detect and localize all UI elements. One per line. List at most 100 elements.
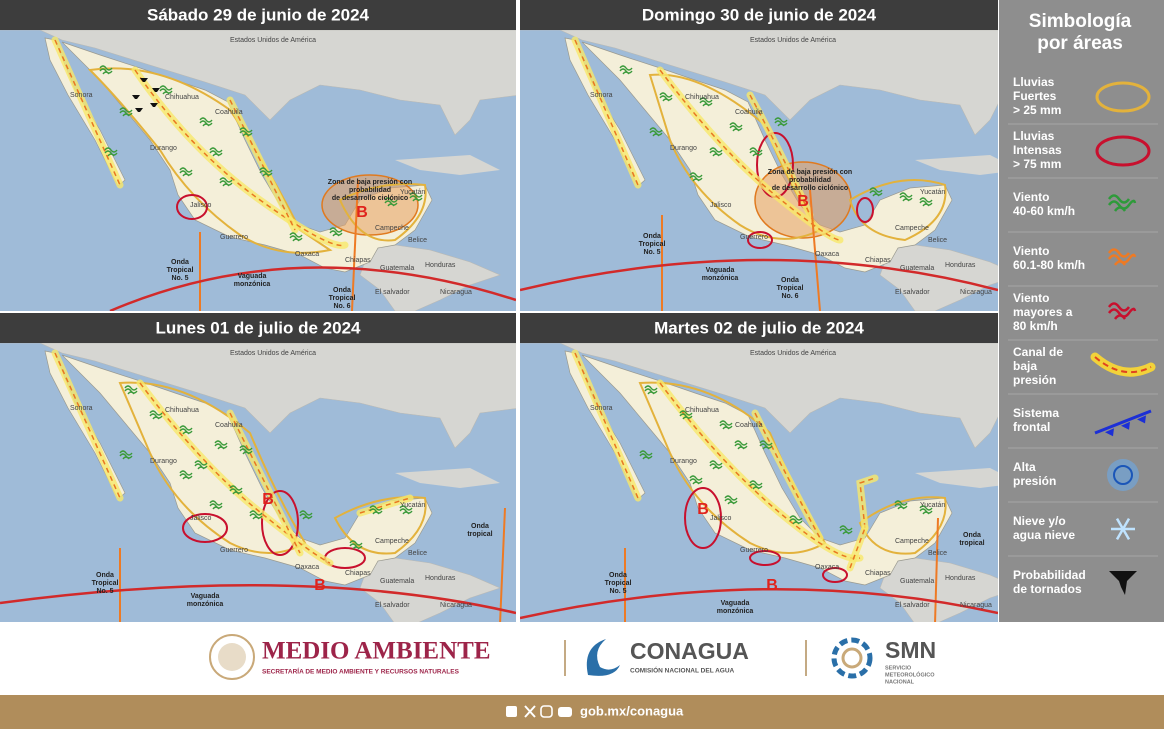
legend-icon bbox=[1094, 409, 1152, 435]
place-label: El salvador bbox=[375, 602, 410, 609]
trough-glow bbox=[51, 36, 124, 189]
place-label: Belice bbox=[408, 550, 427, 557]
intense-rain-area bbox=[747, 231, 773, 249]
legend-title: Simbología bbox=[1029, 11, 1132, 32]
panel: Estados Unidos de América Sonora Chihuahua… bbox=[520, 0, 998, 311]
place-label: Nicaragua bbox=[440, 289, 472, 296]
place-label: Guerrero bbox=[220, 547, 248, 554]
system-label: Vaguada bbox=[721, 600, 750, 607]
heavy-rain-area bbox=[848, 179, 947, 242]
system-label: Onda bbox=[609, 572, 627, 579]
instagram-icon[interactable] bbox=[540, 705, 553, 718]
panel: Estados Unidos de América Sonora Chihuahua… bbox=[0, 0, 516, 311]
legend-label: baja bbox=[1013, 359, 1037, 373]
legend-label: > 75 mm bbox=[1013, 157, 1061, 171]
youtube-icon[interactable] bbox=[558, 707, 572, 717]
place-label: Nicaragua bbox=[440, 602, 472, 609]
legend-label: Alta bbox=[1013, 460, 1036, 474]
place-label: Chihuahua bbox=[685, 407, 719, 414]
place-label: Estados Unidos de América bbox=[230, 37, 316, 44]
facebook-icon[interactable] bbox=[506, 706, 517, 717]
panels: Estados Unidos de América Sonora Chihuahua… bbox=[0, 0, 998, 624]
place-label: Belice bbox=[408, 237, 427, 244]
system-label: Onda bbox=[471, 523, 489, 530]
system-label: Tropical bbox=[777, 285, 804, 292]
trough bbox=[659, 69, 841, 241]
legend-label: 40-60 km/h bbox=[1013, 204, 1075, 218]
system-label: No. 5 bbox=[171, 275, 188, 282]
low-pressure-center: B bbox=[356, 204, 368, 221]
place-label: Guatemala bbox=[380, 578, 414, 585]
url[interactable]: gob.mx/conagua bbox=[580, 703, 684, 718]
semarnat-logo bbox=[209, 634, 255, 680]
place-label: Chihuahua bbox=[165, 407, 199, 414]
footer: MEDIO AMBIENTE SECRETARÍA DE MEDIO AMBIE… bbox=[0, 622, 1164, 729]
legend-icon bbox=[1107, 459, 1139, 491]
legend-label: agua nieve bbox=[1013, 528, 1075, 542]
tornado-symbol bbox=[150, 103, 158, 107]
legend-label: Canal de bbox=[1013, 345, 1063, 359]
legend-label: Lluvias bbox=[1013, 129, 1055, 143]
place-label: Estados Unidos de América bbox=[750, 350, 836, 357]
system-label: Onda bbox=[963, 532, 981, 539]
place-label: Durango bbox=[150, 458, 177, 465]
legend-label: Intensas bbox=[1013, 143, 1062, 157]
tornado-symbol bbox=[152, 88, 160, 92]
trough-glow bbox=[356, 494, 414, 517]
place-label: Yucatán bbox=[400, 189, 425, 196]
system-label: Tropical bbox=[329, 295, 356, 302]
monsoon-trough bbox=[520, 258, 998, 292]
legend-icon bbox=[1113, 465, 1133, 485]
place-label: Honduras bbox=[425, 262, 456, 269]
smn-sub: METEOROLÓGICO bbox=[885, 670, 935, 678]
system-label: Tropical bbox=[92, 580, 119, 587]
x-icon[interactable] bbox=[524, 705, 536, 718]
smn-logo bbox=[831, 637, 873, 679]
panel-title: Sábado 29 de junio de 2024 bbox=[147, 5, 370, 24]
system-label: Vaguada bbox=[706, 267, 735, 274]
panel-title-bar bbox=[0, 0, 516, 30]
smn-sub: NACIONAL bbox=[885, 679, 915, 685]
system-label: monzónica bbox=[187, 601, 224, 608]
trough bbox=[659, 382, 861, 560]
panel-title: Lunes 01 de julio de 2024 bbox=[155, 318, 361, 337]
legend-label: Viento bbox=[1013, 244, 1049, 258]
low-pressure-center: B bbox=[697, 501, 709, 518]
place-label: Honduras bbox=[945, 575, 976, 582]
heavy-rain-area bbox=[338, 183, 427, 242]
system-label: monzónica bbox=[702, 275, 739, 282]
legend-label: mayores a bbox=[1013, 305, 1073, 319]
place-label: Coahuila bbox=[215, 109, 243, 116]
place-label: Durango bbox=[670, 458, 697, 465]
panel-title: Domingo 30 de junio de 2024 bbox=[642, 5, 877, 24]
conagua-logo bbox=[586, 639, 620, 676]
system-label: tropical bbox=[959, 540, 984, 547]
heavy-rain-area bbox=[858, 496, 947, 555]
place-label: Estados Unidos de América bbox=[750, 37, 836, 44]
panel-title-bar bbox=[0, 313, 516, 343]
system-label: Onda bbox=[781, 277, 799, 284]
tropical-wave bbox=[351, 179, 359, 311]
system-label: monzónica bbox=[717, 608, 754, 615]
place-label: El salvador bbox=[895, 602, 930, 609]
system-label: Onda bbox=[643, 233, 661, 240]
legend-bg bbox=[999, 0, 1164, 622]
legend-icon bbox=[1105, 428, 1114, 437]
system-label: de desarrollo ciclónico bbox=[772, 185, 848, 192]
legend-label: Nieve y/o bbox=[1013, 514, 1066, 528]
legend-icon bbox=[1107, 302, 1137, 320]
legend-icon bbox=[1107, 248, 1137, 266]
place-label: Chihuahua bbox=[165, 94, 199, 101]
panel-map: Estados Unidos de América Sonora Chihuahua… bbox=[520, 29, 998, 311]
intense-rain-area bbox=[261, 490, 299, 556]
system-label: Onda bbox=[333, 287, 351, 294]
legend-label: > 25 mm bbox=[1013, 103, 1061, 117]
place-label: Chiapas bbox=[345, 570, 371, 577]
low-pressure-center: B bbox=[766, 577, 778, 594]
panel: Estados Unidos de América Sonora Chihuahua… bbox=[520, 313, 998, 624]
system-label: probabilidad bbox=[789, 177, 831, 184]
place-label: Nicaragua bbox=[960, 289, 992, 296]
system-label: Zona de baja presión con bbox=[328, 179, 412, 186]
monsoon-trough bbox=[520, 587, 998, 620]
place-label: Honduras bbox=[945, 262, 976, 269]
